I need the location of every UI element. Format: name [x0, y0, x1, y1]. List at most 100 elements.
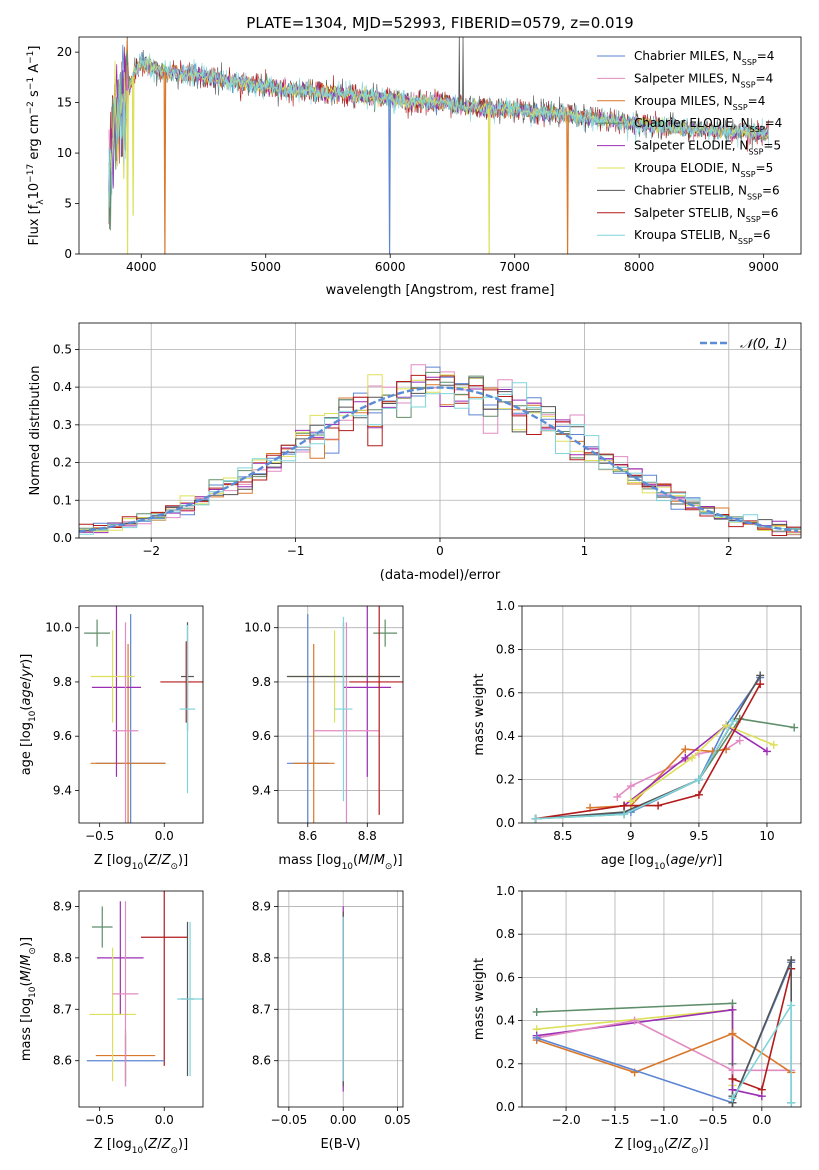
data-point	[620, 801, 629, 810]
label-part: (	[143, 853, 148, 868]
label-part: )]	[392, 853, 402, 868]
y-tick-label: 20	[57, 45, 72, 59]
legend-label: Chabrier STELIB, NSSP=6	[634, 183, 780, 201]
spectrum-spike	[131, 76, 135, 216]
x-tick-label: 0.0	[155, 1113, 174, 1127]
label-part: 10	[132, 862, 144, 872]
legend-label: Salpeter STELIB, NSSP=6	[634, 206, 778, 224]
label-part: M	[19, 970, 34, 981]
x-axis-label: (data-model)/error	[380, 568, 501, 583]
legend-text: Salpeter ELODIE, N	[634, 139, 748, 153]
y-tick-label: 0.2	[496, 1057, 515, 1071]
data-point	[626, 797, 635, 806]
series-chabrier-miles	[531, 673, 765, 823]
label-part: (	[665, 853, 670, 868]
label-part: /	[695, 853, 700, 868]
y-axis-label: Flux [fλ10−17 erg cm−2 s−1 A−1]	[26, 46, 46, 246]
data-point	[630, 1016, 639, 1025]
legend-tail: =4	[756, 71, 774, 85]
label-part: age	[670, 853, 694, 868]
y-tick-label: 8.9	[252, 899, 271, 913]
y-tick-label: 0.8	[496, 642, 515, 656]
label-part: /	[678, 1137, 683, 1152]
plot-area	[522, 891, 801, 1107]
label-part: yr	[19, 662, 34, 678]
data-point	[728, 1074, 737, 1083]
legend-label: Chabrier ELODIE, NSSP=4	[634, 116, 782, 134]
legend-text: Kroupa ELODIE, N	[634, 161, 741, 175]
label-part: )]	[19, 937, 34, 947]
label-part: 10	[342, 862, 354, 872]
y-tick-label: 9.8	[53, 675, 72, 689]
x-tick-label: 8.8	[358, 829, 377, 843]
data-point	[694, 775, 703, 784]
data-point	[626, 782, 635, 791]
series-line	[536, 1008, 762, 1097]
gaussian-curve	[79, 386, 799, 533]
spectrum-spike	[126, 90, 129, 254]
data-point	[681, 745, 690, 754]
data-point	[681, 753, 690, 762]
x-tick-label: −0.05	[270, 1113, 307, 1127]
axes-spectrum: 4000 5000 6000 7000 8000 9000 0 5 10 15 20 waveleng…	[26, 36, 802, 298]
label-part: /	[157, 1137, 162, 1152]
data-point	[532, 1033, 541, 1042]
data-point	[722, 721, 731, 730]
spectrum-spike	[388, 99, 391, 254]
label-part: M	[358, 853, 369, 868]
legend-text: Kroupa STELIB, N	[634, 228, 738, 242]
legend-label: Salpeter ELODIE, NSSP=5	[634, 139, 781, 157]
x-axis-label: Z [log10(Z/Z⊙)]	[614, 1137, 708, 1156]
label-part: λ	[36, 199, 46, 205]
label-part: (	[664, 1137, 669, 1152]
y-tick-label: 8.8	[53, 951, 72, 965]
data-point	[728, 1005, 737, 1014]
label-part: (	[19, 706, 34, 711]
y-axis-label: mass [log10(M/M⊙)]	[19, 937, 38, 1061]
x-tick-label: 8.5	[553, 829, 572, 843]
x-axis-label: E(B-V)	[320, 1137, 360, 1152]
axes-age-vs-Z: −0.5 0.09.49.69.810.0Z [log10(Z/Z⊙)]age […	[19, 605, 204, 872]
x-tick-label: −0.5	[85, 829, 114, 843]
legend-sub: SSP	[748, 147, 763, 156]
label-part: (	[19, 981, 34, 986]
legend-text: Chabrier ELODIE, N	[634, 116, 750, 130]
label-part: −17	[26, 164, 36, 183]
legend-text: Kroupa MILES, N	[634, 94, 733, 108]
label-part: −1	[26, 51, 36, 64]
chart-title: PLATE=1304, MJD=52993, FIBERID=0579, z=0…	[246, 14, 633, 32]
y-axis-label: Normed distribution	[28, 366, 43, 496]
series-salpeter-miles	[613, 736, 744, 801]
label-part: mass [log	[278, 853, 341, 868]
x-tick-label: 0.00	[330, 1113, 357, 1127]
legend-sub: SSP	[747, 192, 762, 201]
y-tick-label: 0.4	[496, 729, 515, 743]
error-bar-point	[112, 901, 139, 1087]
label-part: Z [log	[94, 1137, 132, 1152]
data-point	[787, 1098, 796, 1107]
histogram-kroupa-stelib	[79, 382, 801, 535]
axes-mass-vs-EBV: −0.05 0.00 0.05 8.6 8.7 8.8 8.9 E(B-V)	[252, 890, 411, 1152]
x-tick-label: 8.6	[298, 829, 317, 843]
axes-frame	[277, 605, 404, 824]
y-tick-label: 15	[57, 96, 72, 110]
data-point	[762, 747, 771, 756]
label-part: ]	[27, 46, 42, 51]
x-tick-label: 9.5	[689, 829, 708, 843]
y-axis-label: age [log10(age/yr)]	[19, 654, 38, 776]
legend-label: Kroupa STELIB, NSSP=6	[634, 228, 771, 246]
x-tick-label: 0	[436, 544, 444, 558]
x-tick-label: 7000	[499, 260, 530, 274]
label-part: )]	[19, 654, 34, 664]
error-bar-point	[349, 606, 403, 815]
label-part: )]	[178, 1137, 188, 1152]
legend-sub: SSP	[742, 58, 757, 67]
plot-area	[278, 606, 403, 823]
histogram-salpeter-stelib	[79, 374, 801, 536]
label-part: age [log	[601, 853, 654, 868]
plot-area	[522, 606, 801, 823]
series-chabrier-elodie	[531, 714, 799, 823]
legend-label: 𝒩(0, 1)	[740, 337, 787, 352]
